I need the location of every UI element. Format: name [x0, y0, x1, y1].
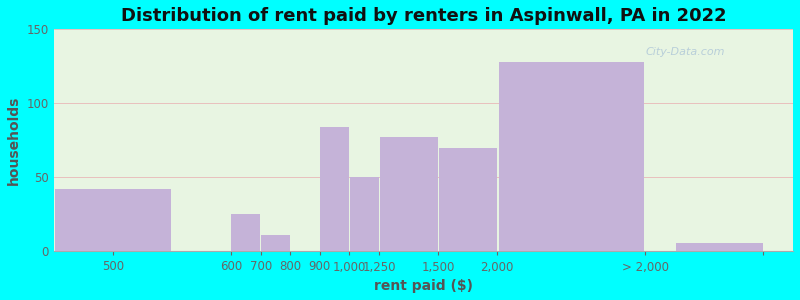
- Bar: [54, 189, 170, 251]
- Bar: [261, 235, 290, 251]
- Title: Distribution of rent paid by renters in Aspinwall, PA in 2022: Distribution of rent paid by renters in …: [121, 7, 726, 25]
- Y-axis label: households: households: [7, 96, 21, 185]
- Bar: [379, 137, 438, 251]
- Bar: [350, 177, 378, 251]
- Bar: [231, 214, 260, 251]
- Bar: [676, 243, 762, 251]
- Bar: [498, 62, 644, 251]
- Text: City-Data.com: City-Data.com: [645, 47, 725, 57]
- Bar: [438, 148, 497, 251]
- X-axis label: rent paid ($): rent paid ($): [374, 279, 473, 293]
- Bar: [320, 127, 349, 251]
